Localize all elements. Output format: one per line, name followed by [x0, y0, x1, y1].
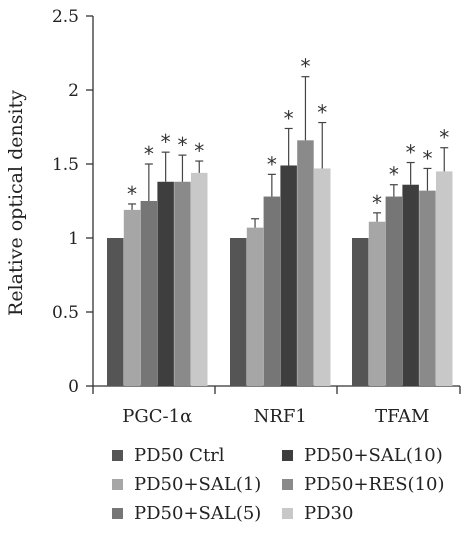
chart-bars: ** * * ******** ** — [107, 55, 453, 386]
x-tick-label: NRF1 — [254, 406, 307, 427]
y-axis-title: Relative optical density — [5, 90, 27, 316]
x-tick-label: PGC-1α — [122, 406, 192, 427]
bar — [402, 184, 419, 386]
significance-marker: * — [127, 182, 137, 206]
legend-label: PD50+SAL(10) — [304, 445, 443, 466]
significance-marker: * — [389, 163, 399, 187]
significance-marker: * — [144, 142, 154, 166]
legend-label: PD50+SAL(1) — [134, 474, 261, 495]
significance-marker: * — [300, 55, 310, 79]
bar — [191, 172, 208, 386]
y-tick-label: 0 — [68, 377, 79, 397]
bar — [419, 190, 436, 386]
significance-marker: * — [177, 133, 187, 157]
significance-marker: * — [439, 126, 449, 150]
significance-marker: * — [317, 101, 327, 125]
significance-marker: * — [161, 130, 171, 154]
legend-swatch — [112, 479, 123, 490]
legend-swatch — [112, 508, 123, 519]
bar — [157, 181, 174, 386]
bar — [123, 209, 141, 386]
bar — [230, 238, 247, 386]
y-tick-label: 1 — [68, 229, 79, 249]
significance-marker: * — [406, 141, 416, 165]
bar — [368, 221, 386, 386]
legend-label: PD50+RES(10) — [304, 474, 445, 495]
significance-marker: * — [267, 152, 277, 176]
legend-label: PD50+SAL(5) — [134, 503, 261, 524]
legend-label: PD50 Ctrl — [134, 445, 225, 466]
chart-legend: PD50 Ctrl PD50+SAL(1) PD50+SAL(5) PD50+SAL(… — [112, 445, 445, 524]
legend-label: PD30 — [304, 503, 353, 524]
y-tick-label: 2.5 — [52, 7, 79, 27]
bar — [385, 196, 403, 386]
y-tick-label: 0.5 — [52, 303, 79, 323]
bar — [297, 140, 314, 386]
legend-swatch — [112, 450, 123, 461]
bar — [263, 196, 281, 386]
bar — [107, 238, 124, 386]
x-tick-label: TFAM — [375, 406, 429, 427]
bar — [436, 171, 453, 386]
y-tick-label: 1.5 — [52, 155, 79, 175]
significance-marker: * — [284, 106, 294, 130]
legend-swatch — [282, 479, 293, 490]
significance-marker: * — [194, 139, 204, 163]
y-tick-label: 2 — [68, 81, 79, 101]
bar — [246, 227, 264, 386]
bar — [280, 165, 297, 386]
bar — [174, 181, 191, 386]
chart-axes: 0 0.5 1 1.5 2 2.5 PGC-1α NRF1 TFAM — [52, 7, 461, 427]
bar — [352, 238, 369, 386]
bar — [314, 168, 331, 386]
bar — [140, 201, 158, 386]
legend-swatch — [282, 450, 293, 461]
significance-marker: * — [372, 191, 382, 215]
significance-marker: * — [422, 146, 432, 170]
legend-swatch — [282, 508, 293, 519]
